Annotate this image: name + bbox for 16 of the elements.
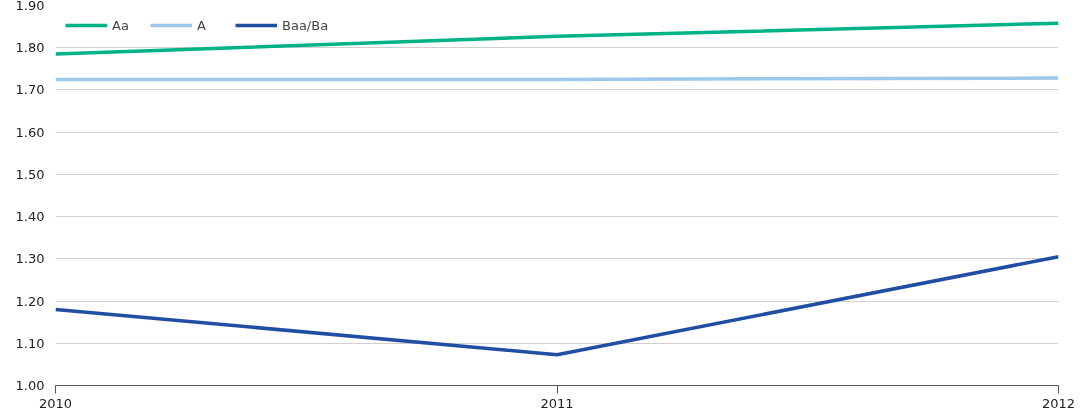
x-tick-label: 2012 <box>1041 395 1076 411</box>
y-tick-label: 1.80 <box>15 40 45 56</box>
y-tick-label: 1.50 <box>15 166 45 182</box>
legend-label: Aa <box>112 17 130 33</box>
legend-label: Baa/Ba <box>282 17 329 33</box>
x-tick-label: 2011 <box>540 395 574 411</box>
y-tick-label: 1.70 <box>15 82 45 98</box>
y-tick-label: 1.00 <box>15 378 45 393</box>
y-tick-label: 1.40 <box>15 209 45 225</box>
y-tick-label: 1.90 <box>15 0 45 13</box>
y-tick-label: 1.10 <box>15 335 45 351</box>
y-tick-label: 1.60 <box>15 124 45 140</box>
legend-label: A <box>197 17 207 33</box>
y-tick-label: 1.20 <box>15 293 45 309</box>
y-tick-label: 1.30 <box>15 251 45 267</box>
x-tick-label: 2010 <box>38 395 73 411</box>
